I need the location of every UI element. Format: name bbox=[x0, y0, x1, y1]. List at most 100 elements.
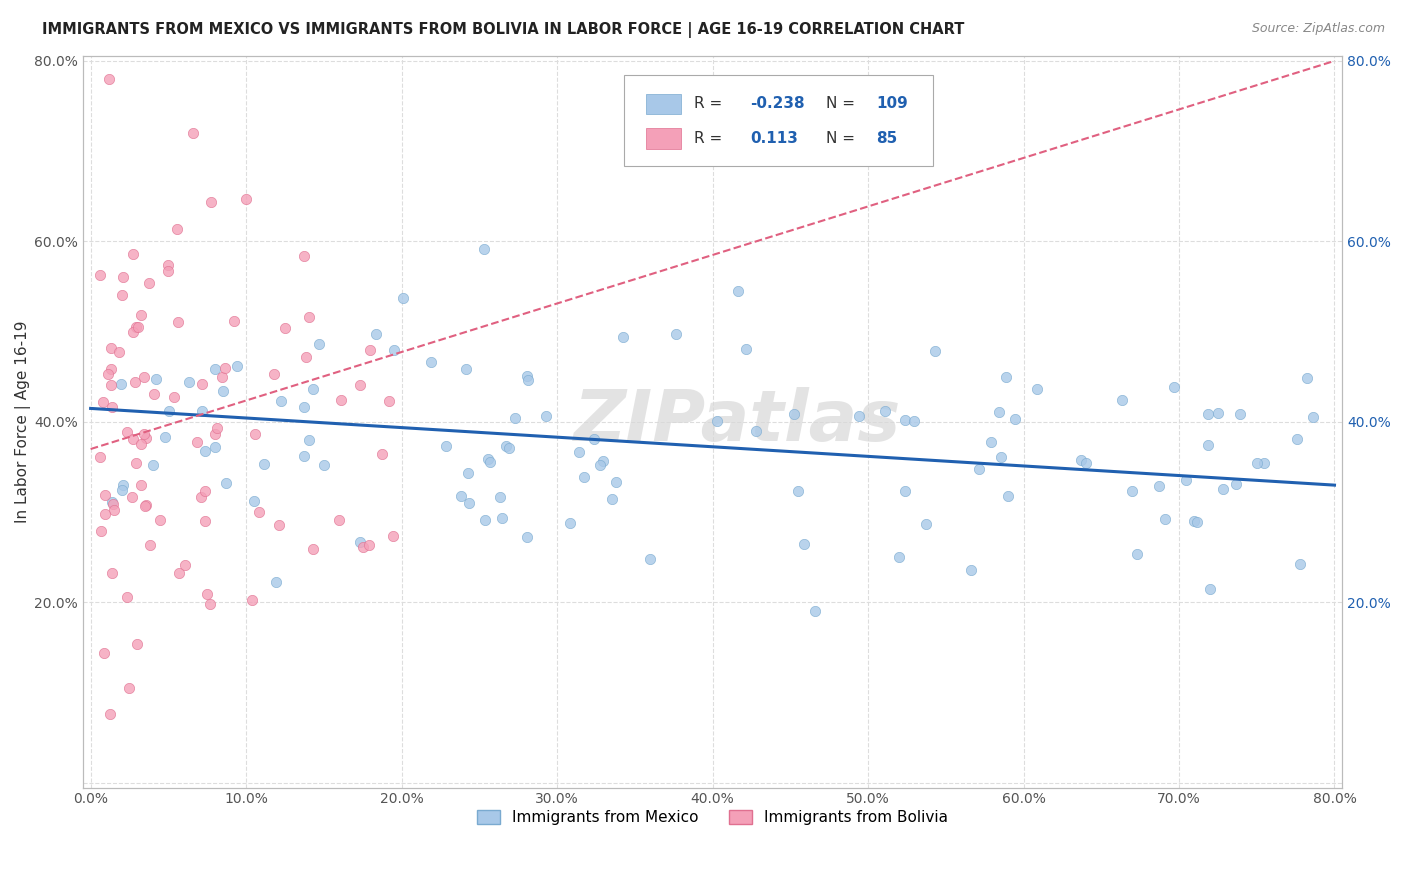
Point bbox=[583, 432, 606, 446]
Point bbox=[364, 326, 387, 341]
Point bbox=[100, 341, 122, 355]
Point bbox=[125, 637, 148, 651]
Point bbox=[734, 342, 756, 356]
Point bbox=[600, 492, 623, 507]
Point bbox=[243, 427, 266, 442]
Point bbox=[516, 530, 538, 544]
Point bbox=[328, 513, 350, 527]
Point bbox=[638, 552, 661, 566]
Point bbox=[516, 369, 538, 384]
Point bbox=[131, 478, 153, 492]
Point bbox=[100, 378, 122, 392]
Point bbox=[301, 542, 323, 557]
Point bbox=[893, 484, 915, 499]
Point bbox=[103, 502, 125, 516]
Point bbox=[177, 375, 200, 389]
Point bbox=[101, 566, 124, 580]
FancyBboxPatch shape bbox=[624, 75, 934, 166]
Point bbox=[1163, 380, 1185, 394]
Point bbox=[143, 386, 166, 401]
Point bbox=[166, 222, 188, 236]
Point bbox=[1197, 407, 1219, 421]
Point bbox=[200, 194, 222, 209]
Point bbox=[292, 249, 315, 263]
Point bbox=[474, 242, 496, 256]
Point bbox=[163, 390, 186, 404]
Text: N =: N = bbox=[825, 96, 860, 112]
Point bbox=[292, 400, 315, 414]
Point bbox=[117, 681, 139, 695]
Point bbox=[1074, 456, 1097, 470]
Point bbox=[214, 475, 236, 490]
Point bbox=[612, 330, 634, 344]
Point bbox=[988, 405, 1011, 419]
Point bbox=[783, 407, 806, 421]
Point bbox=[1185, 516, 1208, 530]
Point bbox=[450, 489, 472, 503]
Point bbox=[457, 466, 479, 480]
Point bbox=[967, 462, 990, 476]
Point bbox=[122, 433, 145, 447]
Point bbox=[204, 362, 226, 376]
Text: R =: R = bbox=[693, 96, 727, 112]
Point bbox=[186, 434, 208, 449]
Point bbox=[706, 414, 728, 428]
Point bbox=[121, 490, 143, 504]
Point bbox=[115, 425, 138, 440]
Point bbox=[995, 370, 1018, 384]
Point bbox=[560, 516, 582, 531]
Point bbox=[89, 268, 111, 282]
Point bbox=[110, 377, 132, 392]
Point bbox=[474, 513, 496, 527]
Text: 85: 85 bbox=[876, 131, 897, 145]
Point bbox=[127, 320, 149, 334]
Point bbox=[572, 470, 595, 484]
Point bbox=[1111, 393, 1133, 408]
Point bbox=[167, 315, 190, 329]
Point bbox=[980, 435, 1002, 450]
Point bbox=[204, 441, 226, 455]
Point bbox=[1184, 514, 1206, 528]
Text: ZIPatlas: ZIPatlas bbox=[574, 387, 901, 457]
Point bbox=[378, 394, 401, 409]
Point bbox=[997, 489, 1019, 503]
Point bbox=[381, 529, 404, 543]
Point bbox=[253, 458, 276, 472]
Point bbox=[122, 247, 145, 261]
Point bbox=[1004, 412, 1026, 426]
Point bbox=[89, 450, 111, 464]
Point bbox=[314, 458, 336, 473]
Point bbox=[145, 372, 167, 386]
Point bbox=[225, 359, 247, 373]
Point bbox=[1174, 473, 1197, 487]
Point bbox=[1121, 483, 1143, 498]
Point bbox=[893, 413, 915, 427]
Point bbox=[1225, 477, 1247, 491]
Point bbox=[392, 291, 415, 305]
Point bbox=[568, 444, 591, 458]
Point bbox=[359, 343, 381, 357]
Point bbox=[157, 264, 180, 278]
Point bbox=[1206, 406, 1229, 420]
Text: 0.113: 0.113 bbox=[751, 131, 799, 145]
Text: 109: 109 bbox=[876, 96, 908, 112]
Point bbox=[434, 439, 457, 453]
Point bbox=[588, 458, 610, 472]
Point bbox=[605, 475, 627, 489]
Point bbox=[224, 313, 246, 327]
Point bbox=[194, 484, 217, 499]
Point bbox=[181, 126, 204, 140]
Point bbox=[592, 454, 614, 468]
Text: IMMIGRANTS FROM MEXICO VS IMMIGRANTS FROM BOLIVIA IN LABOR FORCE | AGE 16-19 COR: IMMIGRANTS FROM MEXICO VS IMMIGRANTS FRO… bbox=[42, 22, 965, 38]
Point bbox=[101, 400, 124, 414]
Text: -0.238: -0.238 bbox=[751, 96, 806, 112]
Point bbox=[370, 447, 392, 461]
Point bbox=[491, 511, 513, 525]
Y-axis label: In Labor Force | Age 16-19: In Labor Force | Age 16-19 bbox=[15, 321, 31, 524]
Point bbox=[211, 369, 233, 384]
Point bbox=[111, 288, 134, 302]
Point bbox=[329, 392, 352, 407]
Point bbox=[111, 478, 134, 492]
Point bbox=[134, 431, 156, 445]
Point bbox=[1126, 547, 1149, 561]
